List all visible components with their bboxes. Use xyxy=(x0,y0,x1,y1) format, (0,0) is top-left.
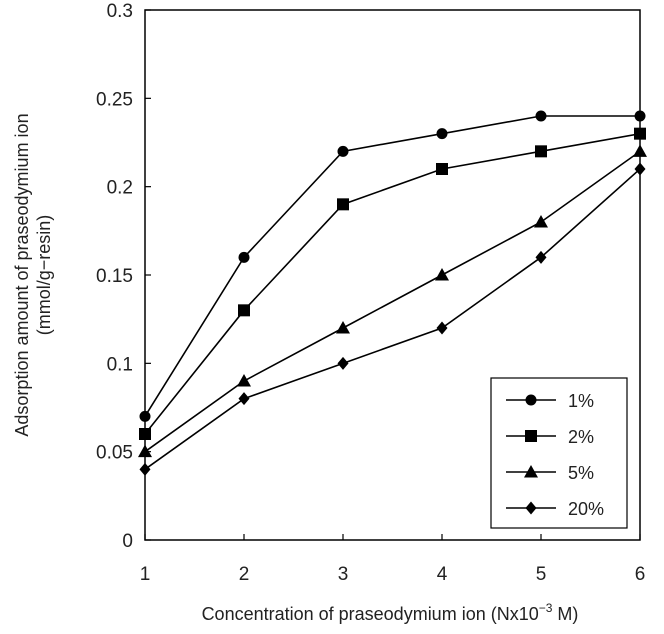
series-point xyxy=(337,145,349,157)
x-axis-title: Concentration of praseodymium ion (Nx10−… xyxy=(202,601,579,624)
series-line xyxy=(144,150,641,453)
y-axis-title-line2: (mmol/g−resin) xyxy=(34,215,54,336)
series-point xyxy=(435,268,449,281)
series-point xyxy=(535,110,547,122)
series-point xyxy=(535,250,547,264)
series-line xyxy=(144,115,640,417)
series-3 xyxy=(139,162,646,476)
legend-marker xyxy=(525,394,537,406)
series-point xyxy=(436,163,448,175)
series-point xyxy=(634,110,646,122)
legend-box xyxy=(490,377,628,529)
series-line xyxy=(144,168,641,470)
series-point xyxy=(436,128,448,140)
x-tick-label: 1 xyxy=(140,564,151,585)
series-point xyxy=(139,428,151,440)
x-axis-title-prefix: Concentration of praseodymium ion (Nx10 xyxy=(202,604,539,624)
y-tick-label: 0 xyxy=(122,531,133,552)
series-point xyxy=(436,321,448,335)
x-tick-label: 2 xyxy=(239,564,250,585)
series-0 xyxy=(139,110,646,422)
series-layer xyxy=(138,110,647,476)
series-point xyxy=(534,215,548,228)
series-point xyxy=(139,410,151,422)
y-tick-label: 0.1 xyxy=(107,354,133,375)
series-point xyxy=(634,127,646,140)
legend-marker xyxy=(525,430,537,442)
series-point xyxy=(238,304,250,317)
x-tick-label: 5 xyxy=(536,564,547,585)
legend-label: 1% xyxy=(568,391,594,411)
y-tick-label: 0.15 xyxy=(96,266,133,287)
x-tick-label: 4 xyxy=(437,564,448,585)
series-point xyxy=(634,162,646,176)
series-point xyxy=(238,392,250,406)
legend-item: 20% xyxy=(506,499,604,519)
y-axis-ticks: 0 0.05 0.1 0.15 0.2 0.25 0.3 xyxy=(96,1,151,552)
y-axis-title-line1: Adsorption amount of praseodymium ion xyxy=(12,113,32,436)
series-point xyxy=(337,356,349,370)
series-point xyxy=(138,444,152,458)
legend-item: 1% xyxy=(506,391,594,411)
series-point xyxy=(238,251,250,263)
legend-label: 20% xyxy=(568,499,604,519)
y-tick-label: 0.2 xyxy=(107,178,133,199)
series-1 xyxy=(139,127,646,440)
legend: 1% 2% 5% 20% xyxy=(490,377,628,529)
series-point xyxy=(139,462,151,476)
y-tick-label: 0.25 xyxy=(96,89,133,110)
x-axis-title-suffix: M) xyxy=(552,604,578,624)
series-2 xyxy=(138,144,647,458)
series-point xyxy=(633,144,647,157)
legend-marker xyxy=(524,465,538,478)
y-tick-label: 0.3 xyxy=(107,1,133,22)
legend-label: 2% xyxy=(568,427,594,447)
legend-item: 5% xyxy=(506,463,594,483)
x-axis-ticks: 1 2 3 4 5 6 xyxy=(140,534,646,585)
x-axis-title-exponent: −3 xyxy=(539,601,553,615)
series-point xyxy=(237,374,251,387)
legend-marker xyxy=(525,501,537,515)
legend-label: 5% xyxy=(568,463,594,483)
legend-item: 2% xyxy=(506,427,594,447)
x-tick-label: 6 xyxy=(635,564,646,585)
series-point xyxy=(337,198,349,211)
legend-items: 1% 2% 5% 20% xyxy=(506,391,604,519)
x-tick-label: 3 xyxy=(338,564,349,585)
series-point xyxy=(535,145,547,158)
y-tick-label: 0.05 xyxy=(96,443,133,464)
series-point xyxy=(336,321,350,334)
series-line xyxy=(144,132,641,435)
